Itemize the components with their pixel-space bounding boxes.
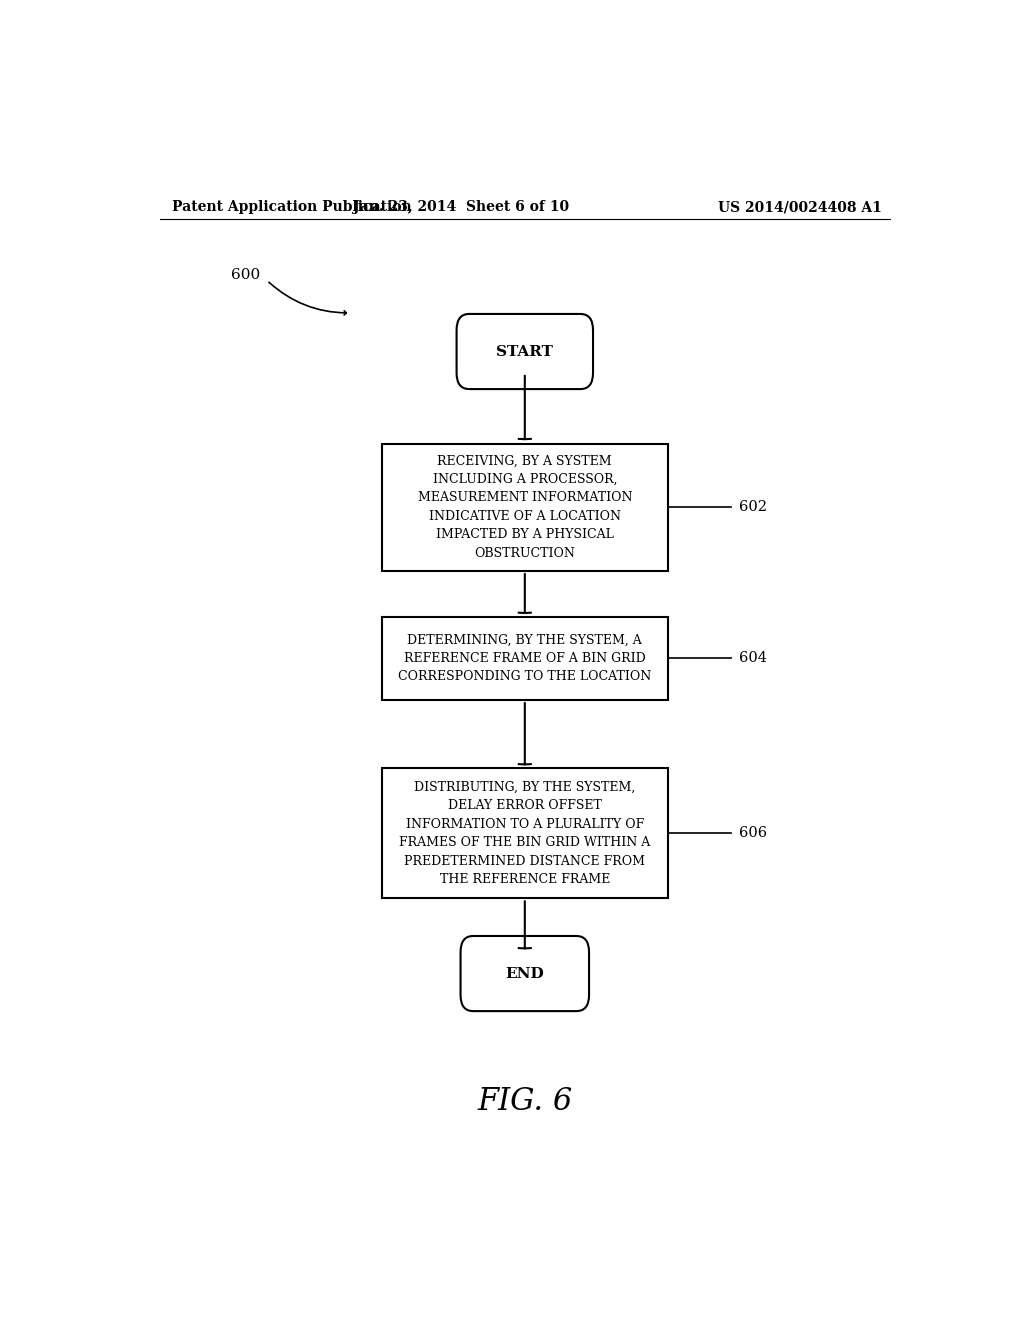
Text: RECEIVING, BY A SYSTEM
INCLUDING A PROCESSOR,
MEASUREMENT INFORMATION
INDICATIVE: RECEIVING, BY A SYSTEM INCLUDING A PROCE…	[418, 454, 632, 560]
Text: 606: 606	[739, 826, 767, 841]
FancyBboxPatch shape	[461, 936, 589, 1011]
Bar	[382, 768, 668, 899]
Text: DISTRIBUTING, BY THE SYSTEM,
DELAY ERROR OFFSET
INFORMATION TO A PLURALITY OF
FR: DISTRIBUTING, BY THE SYSTEM, DELAY ERROR…	[399, 780, 650, 886]
Text: 602: 602	[739, 500, 767, 513]
Bar	[382, 616, 668, 700]
Text: 600: 600	[231, 268, 260, 282]
Text: Patent Application Publication: Patent Application Publication	[172, 201, 412, 214]
Text: Jan. 23, 2014  Sheet 6 of 10: Jan. 23, 2014 Sheet 6 of 10	[353, 201, 569, 214]
FancyBboxPatch shape	[457, 314, 593, 389]
Bar	[382, 444, 668, 570]
Text: US 2014/0024408 A1: US 2014/0024408 A1	[718, 201, 882, 214]
Text: 604: 604	[739, 652, 767, 665]
Text: DETERMINING, BY THE SYSTEM, A
REFERENCE FRAME OF A BIN GRID
CORRESPONDING TO THE: DETERMINING, BY THE SYSTEM, A REFERENCE …	[398, 634, 651, 684]
Text: END: END	[506, 966, 544, 981]
Text: START: START	[497, 345, 553, 359]
Text: FIG. 6: FIG. 6	[477, 1086, 572, 1117]
